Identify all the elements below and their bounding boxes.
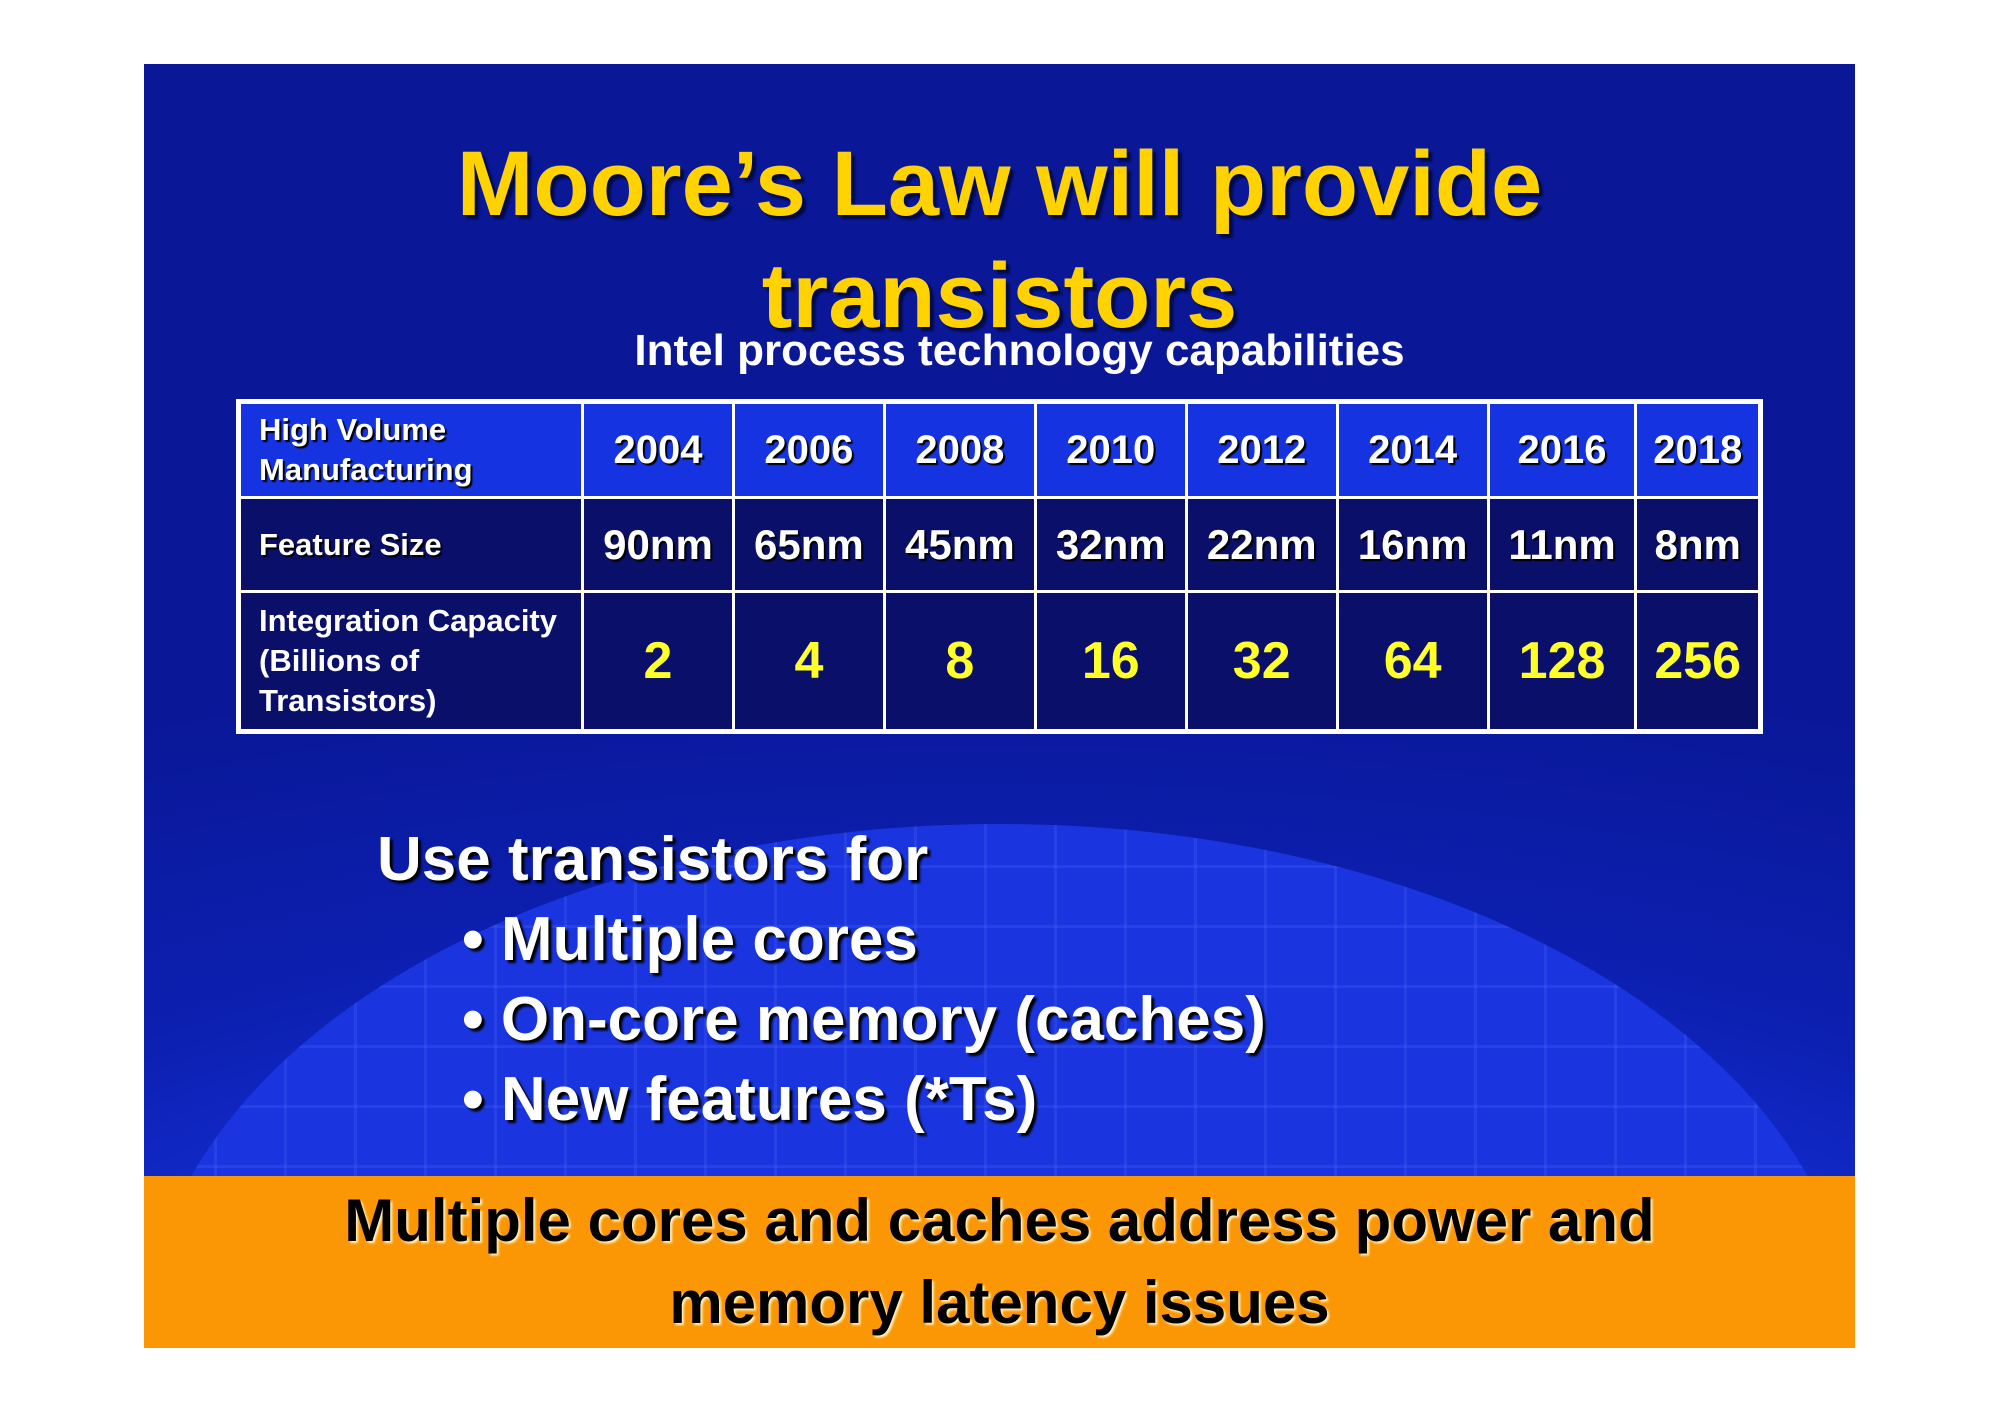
table-header-row: High Volume Manufacturing 2004 2006 2008… (237, 400, 1762, 499)
table-cell: 64 (1335, 590, 1490, 733)
table-cell: 11nm (1486, 496, 1638, 593)
table-cell: 90nm (581, 496, 735, 593)
table-cell: 22nm (1184, 496, 1339, 593)
slide-title: Moore’s Law will provide transistors (144, 128, 1855, 352)
table-cell: 8nm (1634, 496, 1762, 593)
process-table: High Volume Manufacturing 2004 2006 2008… (236, 399, 1763, 734)
body-heading: Use transistors for (377, 825, 929, 894)
table-cell: 45nm (882, 496, 1037, 593)
table-cell: 16 (1033, 590, 1188, 733)
bullet-item: • On-core memory (caches) (462, 985, 1266, 1054)
table-row-feature-size: Feature Size 90nm 65nm 45nm 32nm 22nm 16… (237, 496, 1762, 593)
year-cell: 2012 (1184, 400, 1339, 499)
year-cell: 2008 (882, 400, 1037, 499)
table-cell: 32nm (1033, 496, 1188, 593)
title-line-1: Moore’s Law will provide (456, 133, 1543, 235)
table-cell: 65nm (731, 496, 886, 593)
year-cell: 2004 (581, 400, 735, 499)
table-caption: Intel process technology capabilities (634, 326, 1405, 375)
footer-banner: Multiple cores and caches address power … (144, 1176, 1855, 1348)
table-cell: 16nm (1335, 496, 1490, 593)
row-label: Feature Size (237, 496, 584, 593)
table-row-integration-capacity: Integration Capacity (Billions of Transi… (237, 590, 1762, 733)
footer-line-1: Multiple cores and caches address power … (344, 1187, 1655, 1254)
bullet-item: • New features (*Ts) (462, 1065, 1038, 1134)
title-line-2: transistors (761, 245, 1238, 347)
table-cell: 128 (1486, 590, 1638, 733)
table-cell: 32 (1184, 590, 1339, 733)
table-cell: 2 (581, 590, 735, 733)
year-cell: 2006 (731, 400, 886, 499)
table-cell: 8 (882, 590, 1037, 733)
year-cell: 2018 (1634, 400, 1762, 499)
year-cell: 2014 (1335, 400, 1490, 499)
year-cell: 2010 (1033, 400, 1188, 499)
row-label: Integration Capacity (Billions of Transi… (237, 590, 584, 733)
footer-line-2: memory latency issues (669, 1269, 1330, 1336)
year-cell: 2016 (1486, 400, 1638, 499)
bullet-item: • Multiple cores (462, 905, 918, 974)
table-cell: 256 (1634, 590, 1762, 733)
row-label: High Volume Manufacturing (237, 400, 584, 499)
slide: Moore’s Law will provide transistors Int… (144, 64, 1855, 1348)
table-cell: 4 (731, 590, 886, 733)
